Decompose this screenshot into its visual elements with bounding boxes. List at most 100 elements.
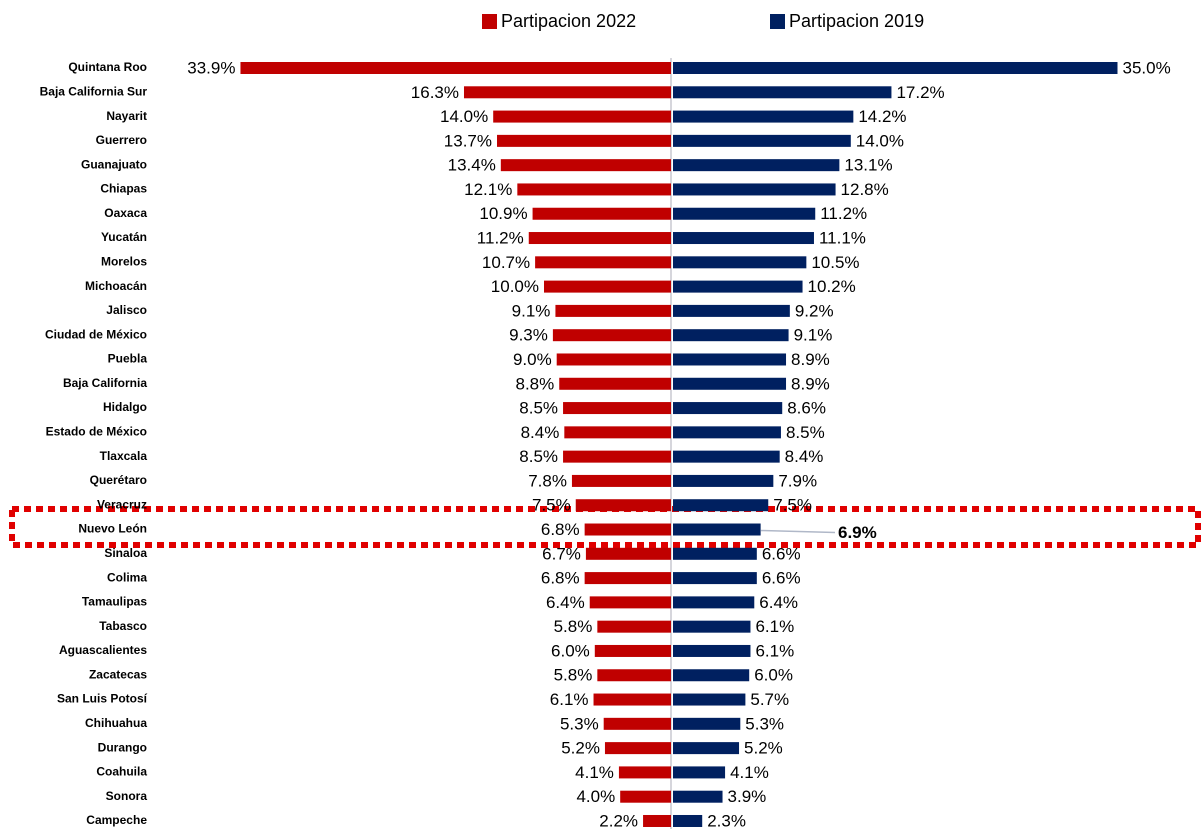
category-label: Jalisco <box>106 303 147 317</box>
category-label: Michoacán <box>85 279 147 293</box>
bar <box>603 717 671 730</box>
bar <box>673 183 836 196</box>
value-label: 2.2% <box>599 811 638 829</box>
bar <box>673 669 750 682</box>
value-label: 6.1% <box>755 617 794 636</box>
category-label: Aguascalientes <box>59 643 147 657</box>
bar <box>528 232 671 245</box>
bar <box>559 377 671 390</box>
bar <box>493 110 671 123</box>
bar <box>575 499 671 512</box>
legend-label: Partipacion 2019 <box>789 11 924 31</box>
category-label: Baja California <box>63 376 147 390</box>
bar <box>673 110 854 123</box>
bar <box>673 134 851 147</box>
value-label: 14.2% <box>858 107 906 126</box>
category-label: Coahuila <box>96 765 147 779</box>
bar <box>604 742 671 755</box>
value-label: 13.1% <box>844 156 892 175</box>
value-label: 8.6% <box>787 399 826 418</box>
bar <box>593 693 671 706</box>
value-label: 5.2% <box>561 739 600 758</box>
bar <box>673 742 740 755</box>
bar <box>552 329 671 342</box>
bar <box>673 304 790 317</box>
value-label: 9.2% <box>795 301 834 320</box>
category-label: Tamaulipas <box>82 595 147 609</box>
bar <box>673 353 787 366</box>
category-label: Campeche <box>86 813 147 827</box>
category-label: Querétaro <box>90 473 147 487</box>
bar <box>556 353 671 366</box>
bar <box>643 814 671 827</box>
value-label: 5.8% <box>554 617 593 636</box>
value-label: 9.1% <box>794 326 833 345</box>
category-label: Yucatán <box>101 230 147 244</box>
value-label: 12.8% <box>841 180 889 199</box>
value-label: 6.6% <box>762 569 801 588</box>
value-label: 9.0% <box>513 350 552 369</box>
bar <box>532 207 671 220</box>
value-label: 7.9% <box>778 471 817 490</box>
value-label: 5.8% <box>554 666 593 685</box>
value-label: 11.2% <box>477 229 524 248</box>
bar <box>673 499 769 512</box>
value-label: 11.2% <box>820 204 867 223</box>
value-label: 14.0% <box>856 131 904 150</box>
bar <box>673 402 783 415</box>
bar <box>571 474 671 487</box>
value-label: 8.9% <box>791 350 830 369</box>
value-label: 4.0% <box>576 787 615 806</box>
value-label: 8.4% <box>785 447 824 466</box>
category-label: Chiapas <box>100 182 147 196</box>
category-label: Guanajuato <box>81 157 147 171</box>
value-label: 7.5% <box>773 496 812 515</box>
category-label: Estado de México <box>46 425 147 439</box>
category-label: Zacatecas <box>89 667 147 681</box>
category-label: Nuevo León <box>78 522 147 536</box>
bar <box>585 547 671 560</box>
value-label: 7.8% <box>528 471 567 490</box>
category-label: Chihuahua <box>85 716 147 730</box>
value-label: 16.3% <box>411 83 459 102</box>
value-label: 6.8% <box>541 569 580 588</box>
bar <box>673 256 807 269</box>
bar <box>673 232 814 245</box>
bar <box>594 644 671 657</box>
value-label: 5.7% <box>750 690 789 709</box>
bar <box>673 159 840 172</box>
bar <box>618 766 671 779</box>
value-label: 8.5% <box>786 423 825 442</box>
category-label: San Luis Potosí <box>57 692 148 706</box>
value-label: 6.1% <box>550 690 589 709</box>
bar <box>673 596 755 609</box>
bar <box>673 426 781 439</box>
value-label: 5.2% <box>744 739 783 758</box>
value-label: 9.1% <box>512 301 551 320</box>
bar <box>584 572 671 585</box>
bar <box>589 596 671 609</box>
value-label: 10.2% <box>808 277 856 296</box>
category-label: Quintana Roo <box>68 60 147 74</box>
value-label: 14.0% <box>440 107 488 126</box>
bar <box>673 474 774 487</box>
value-label: 6.6% <box>762 544 801 563</box>
category-label: Nayarit <box>106 109 147 123</box>
bar <box>673 523 761 536</box>
bar <box>563 402 671 415</box>
value-label: 6.0% <box>551 641 590 660</box>
legend-swatch <box>770 14 785 29</box>
category-label: Puebla <box>108 352 148 366</box>
category-label: Oaxaca <box>104 206 147 220</box>
value-label: 5.3% <box>560 714 599 733</box>
bar <box>535 256 671 269</box>
value-label: 33.9% <box>187 58 235 77</box>
value-label: 9.3% <box>509 326 548 345</box>
bar <box>673 717 741 730</box>
value-label: 8.5% <box>519 447 558 466</box>
category-label: Hidalgo <box>103 400 147 414</box>
value-label: 6.0% <box>754 666 793 685</box>
bar <box>497 134 671 147</box>
